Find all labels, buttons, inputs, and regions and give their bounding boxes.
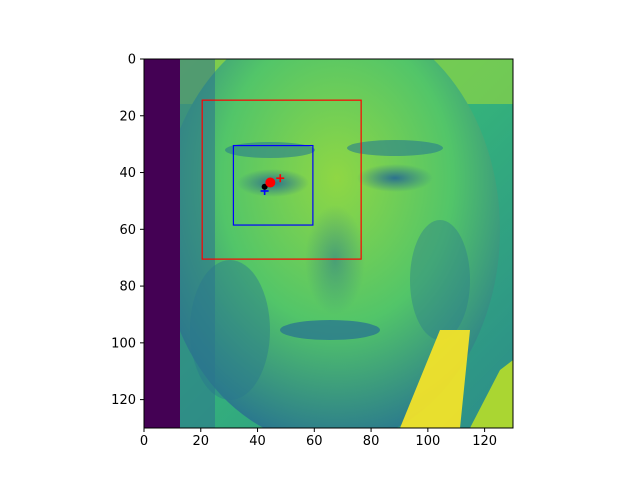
y-tick-label: 80 [119,280,136,295]
y-tick-label: 100 [111,336,136,351]
overlays [201,99,362,260]
axes-frame [143,58,514,429]
x-tick-label: 20 [192,434,209,449]
red-plus-marker [276,174,285,183]
red-circle-marker [265,177,276,188]
x-tick-label: 0 [140,434,148,449]
black-dot-marker [261,183,268,190]
x-tick-label: 40 [249,434,266,449]
y-axis-ticks: 0 20 40 60 80 100 120 [111,53,144,408]
y-tick-label: 60 [119,223,136,238]
y-tick-label: 40 [119,166,136,181]
y-tick-label: 120 [111,393,136,408]
y-tick-label: 20 [119,109,136,124]
y-tick-label: 0 [128,53,136,68]
x-tick-label: 80 [363,434,380,449]
x-axis-ticks: 0 20 40 60 80 100 120 [140,428,497,449]
outer-bounding-box [201,99,362,260]
face-image [144,59,513,428]
x-tick-label: 60 [306,434,323,449]
x-tick-label: 100 [415,434,440,449]
inner-bounding-box [232,144,314,226]
x-tick-label: 120 [472,434,497,449]
